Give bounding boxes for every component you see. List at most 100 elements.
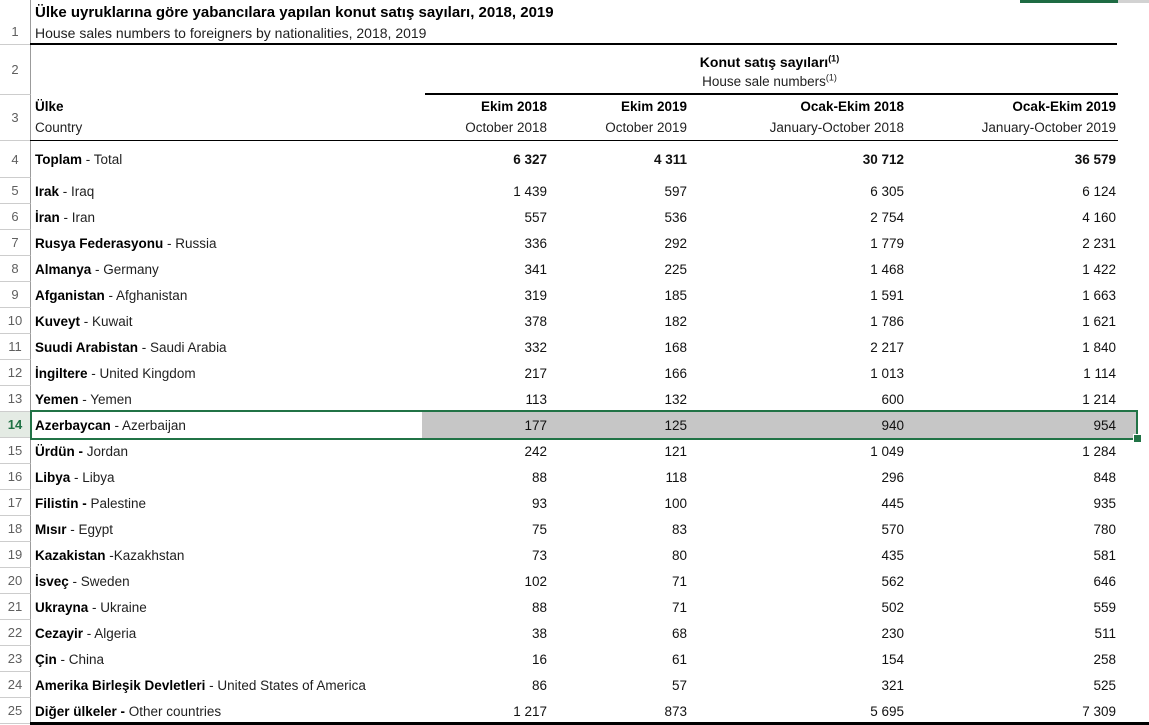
value-cell-oct-2018[interactable]: 38	[531, 625, 547, 641]
value-cell-jan-oct-2019[interactable]: 1 663	[1082, 287, 1116, 303]
value-cell-jan-oct-2019[interactable]: 1 214	[1082, 391, 1116, 407]
row-header[interactable]: 8	[0, 256, 31, 282]
value-cell-jan-oct-2019[interactable]: 2 231	[1082, 235, 1116, 251]
value-cell-jan-oct-2018[interactable]: 154	[881, 651, 904, 667]
row-header[interactable]: 17	[0, 490, 31, 516]
group-header-cell[interactable]: Konut satış sayıları(1) House sale numbe…	[422, 45, 1117, 95]
value-cell-jan-oct-2019[interactable]: 954	[1093, 417, 1116, 433]
row-header[interactable]: 11	[0, 334, 31, 360]
country-cell[interactable]: Libya - Libya	[31, 464, 422, 490]
value-cell-oct-2019[interactable]: 225	[664, 261, 687, 277]
value-cell-jan-oct-2019[interactable]: 4 160	[1082, 209, 1116, 225]
value-cell-oct-2018[interactable]: 378	[524, 313, 547, 329]
value-cell-oct-2018[interactable]: 93	[531, 495, 547, 511]
value-cell-jan-oct-2019[interactable]: 646	[1093, 573, 1116, 589]
value-cell-jan-oct-2018[interactable]: 1 786	[870, 313, 904, 329]
value-cell-oct-2018[interactable]: 113	[525, 391, 547, 407]
value-cell-oct-2019[interactable]: 292	[664, 235, 687, 251]
value-cell-oct-2019[interactable]: 597	[664, 183, 687, 199]
row-header[interactable]: 24	[0, 672, 31, 698]
value-cell-jan-oct-2019[interactable]: 525	[1093, 677, 1116, 693]
value-cell-jan-oct-2019[interactable]: 559	[1093, 599, 1116, 615]
country-cell[interactable]: Yemen - Yemen	[31, 386, 422, 412]
row-header[interactable]: 19	[0, 542, 31, 568]
value-cell-jan-oct-2018[interactable]: 1 049	[870, 443, 904, 459]
value-cell-jan-oct-2019[interactable]: 935	[1093, 495, 1116, 511]
value-cell-oct-2018[interactable]: 177	[524, 417, 547, 433]
row-header[interactable]: 6	[0, 204, 31, 230]
value-cell-jan-oct-2018[interactable]: 1 468	[870, 261, 904, 277]
row-header[interactable]: 16	[0, 464, 31, 490]
value-cell-oct-2019[interactable]: 71	[671, 573, 687, 589]
value-cell-jan-oct-2018[interactable]: 1 779	[870, 235, 904, 251]
value-cell-jan-oct-2019[interactable]: 7 309	[1082, 703, 1116, 719]
value-cell-jan-oct-2019[interactable]: 848	[1093, 469, 1116, 485]
value-cell-oct-2019[interactable]: 100	[664, 495, 687, 511]
value-cell-oct-2019[interactable]: 182	[664, 313, 687, 329]
title-cell[interactable]: Ülke uyruklarına göre yabancılara yapıla…	[31, 0, 1149, 45]
value-cell-oct-2019[interactable]: 83	[671, 521, 687, 537]
value-cell-jan-oct-2018[interactable]: 5 695	[870, 703, 904, 719]
row-header[interactable]: 15	[0, 438, 31, 464]
country-cell[interactable]: Toplam - Total	[31, 141, 422, 178]
row-header[interactable]: 4	[0, 141, 31, 178]
value-cell-jan-oct-2018[interactable]: 600	[881, 391, 904, 407]
value-cell-oct-2019[interactable]: 80	[671, 547, 687, 563]
value-cell-oct-2019[interactable]: 168	[664, 339, 687, 355]
country-cell[interactable]: Azerbaycan - Azerbaijan	[31, 412, 422, 438]
row-header[interactable]: 22	[0, 620, 31, 646]
value-cell-oct-2019[interactable]: 71	[671, 599, 687, 615]
country-cell[interactable]: Amerika Birleşik Devletleri - United Sta…	[31, 672, 422, 698]
row-header[interactable]: 21	[0, 594, 31, 620]
row-header-2[interactable]: 2	[0, 45, 31, 95]
row-header[interactable]: 12	[0, 360, 31, 386]
value-cell-oct-2019[interactable]: 125	[664, 417, 687, 433]
row-header[interactable]: 9	[0, 282, 31, 308]
value-cell-jan-oct-2018[interactable]: 2 217	[870, 339, 904, 355]
value-cell-jan-oct-2018[interactable]: 435	[881, 547, 904, 563]
value-cell-jan-oct-2018[interactable]: 1 013	[870, 365, 904, 381]
row-header-1[interactable]: 1	[0, 0, 31, 45]
column-header-oct-2019[interactable]: Ekim 2019 October 2019	[605, 99, 687, 135]
value-cell-jan-oct-2018[interactable]: 6 305	[870, 183, 904, 199]
value-cell-oct-2018[interactable]: 1 217	[513, 703, 547, 719]
country-cell[interactable]: İngiltere - United Kingdom	[31, 360, 422, 386]
country-cell[interactable]: Çin - China	[31, 646, 422, 672]
value-cell-jan-oct-2018[interactable]: 562	[881, 573, 904, 589]
value-cell-jan-oct-2019[interactable]: 1 114	[1083, 365, 1116, 381]
value-cell-oct-2018[interactable]: 88	[531, 599, 547, 615]
value-cell-oct-2018[interactable]: 341	[524, 261, 547, 277]
value-cell-oct-2019[interactable]: 536	[664, 209, 687, 225]
value-cell-jan-oct-2018[interactable]: 230	[881, 625, 904, 641]
value-cell-oct-2018[interactable]: 88	[531, 469, 547, 485]
value-cell-jan-oct-2018[interactable]: 570	[881, 521, 904, 537]
row-header[interactable]: 14	[0, 412, 31, 438]
selection-fill-handle[interactable]	[1133, 434, 1142, 443]
country-cell[interactable]: Suudi Arabistan - Saudi Arabia	[31, 334, 422, 360]
value-cell-jan-oct-2019[interactable]: 1 284	[1082, 443, 1116, 459]
value-cell-oct-2018[interactable]: 102	[524, 573, 547, 589]
country-cell[interactable]: Rusya Federasyonu - Russia	[31, 230, 422, 256]
value-cell-jan-oct-2019[interactable]: 511	[1094, 625, 1116, 641]
value-cell-oct-2019[interactable]: 118	[665, 469, 687, 485]
value-cell-oct-2019[interactable]: 61	[671, 651, 687, 667]
column-header-oct-2018[interactable]: Ekim 2018 October 2018	[465, 99, 547, 135]
column-header-jan-oct-2018[interactable]: Ocak-Ekim 2018 January-October 2018	[769, 99, 904, 135]
value-cell-jan-oct-2019[interactable]: 780	[1093, 521, 1116, 537]
row-header[interactable]: 5	[0, 178, 31, 204]
value-cell-oct-2019[interactable]: 873	[664, 703, 687, 719]
row-header[interactable]: 20	[0, 568, 31, 594]
country-cell[interactable]: Irak - Iraq	[31, 178, 422, 204]
value-cell-oct-2019[interactable]: 185	[664, 287, 687, 303]
column-header-jan-oct-2019[interactable]: Ocak-Ekim 2019 January-October 2019	[981, 99, 1116, 135]
value-cell-jan-oct-2019[interactable]: 1 621	[1082, 313, 1116, 329]
row-header[interactable]: 18	[0, 516, 31, 542]
value-cell-jan-oct-2019[interactable]: 581	[1093, 547, 1116, 563]
value-cell-jan-oct-2018[interactable]: 296	[881, 469, 904, 485]
value-cell-oct-2019[interactable]: 4 311	[653, 152, 687, 167]
value-cell-jan-oct-2018[interactable]: 502	[881, 599, 904, 615]
country-cell[interactable]: Ürdün - Jordan	[31, 438, 422, 464]
value-cell-oct-2018[interactable]: 557	[524, 209, 547, 225]
row-header-3[interactable]: 3	[0, 95, 31, 141]
value-cell-jan-oct-2018[interactable]: 30 712	[862, 152, 904, 167]
